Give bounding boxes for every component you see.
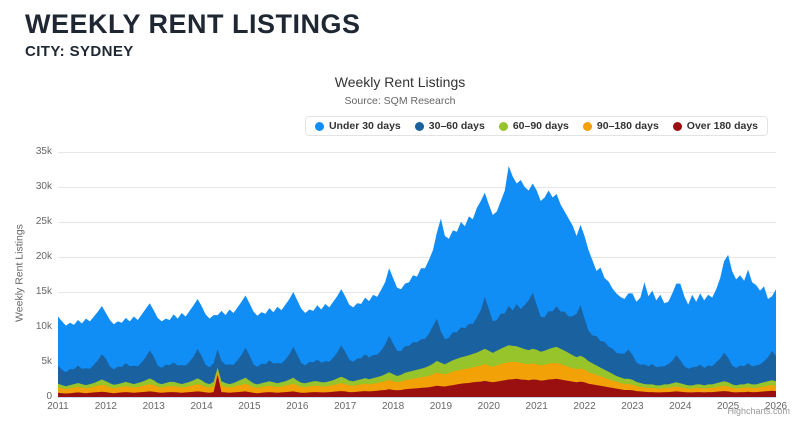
y-axis-label: 25k <box>35 216 52 227</box>
chart-title: Weekly Rent Listings <box>334 74 466 90</box>
legend: Under 30 days 30–60 days 60–90 days 90–180 … <box>304 116 768 136</box>
x-axis-label: 2017 <box>334 401 357 412</box>
x-axis-label: 2018 <box>381 401 405 412</box>
y-axis-label: 20k <box>35 251 52 262</box>
x-axis-label: 2012 <box>94 401 117 412</box>
legend-label: Under 30 days <box>328 120 401 132</box>
x-axis-label: 2020 <box>477 401 500 412</box>
x-axis-label: 2025 <box>717 401 740 412</box>
x-axis-label: 2024 <box>669 401 692 412</box>
x-axis-label: 2016 <box>286 401 309 412</box>
gridline <box>58 257 776 258</box>
y-axis-label: 15k <box>35 286 52 297</box>
x-axis-label: 2019 <box>429 401 453 412</box>
chart-subtitle: Source: SQM Research <box>344 95 456 107</box>
y-axis-label: 30k <box>35 181 52 192</box>
x-axis-label: 2023 <box>621 401 644 412</box>
stacked-area-plot[interactable] <box>58 152 776 397</box>
x-axis-label: 2011 <box>47 401 69 412</box>
legend-item-90-180-days[interactable]: 90–180 days <box>582 120 659 132</box>
x-axis-line <box>58 397 776 398</box>
legend-marker-icon <box>414 121 424 131</box>
x-axis-label: 2013 <box>142 401 165 412</box>
legend-label: 30–60 days <box>428 120 485 132</box>
x-axis-label: 2026 <box>764 401 788 412</box>
highcharts-credit[interactable]: Highcharts.com <box>727 406 790 416</box>
x-axis-label: 2021 <box>525 401 548 412</box>
x-axis-label: 2022 <box>573 401 596 412</box>
legend-item-60-90-days[interactable]: 60–90 days <box>498 120 569 132</box>
page-subtitle: CITY: SYDNEY <box>25 43 134 61</box>
legend-marker-icon <box>672 121 682 131</box>
legend-label: 90–180 days <box>596 120 659 132</box>
legend-label: Over 180 days <box>686 120 758 132</box>
gridline <box>58 222 776 223</box>
x-axis-label: 2014 <box>190 401 213 412</box>
legend-marker-icon <box>314 121 324 131</box>
y-axis-label: 0 <box>46 391 52 402</box>
legend-marker-icon <box>582 121 592 131</box>
gridline <box>58 187 776 188</box>
legend-label: 60–90 days <box>512 120 569 132</box>
y-axis-label: 10k <box>35 321 52 332</box>
page-title: WEEKLY RENT LISTINGS <box>25 9 361 39</box>
legend-item-under-30-days[interactable]: Under 30 days <box>314 120 401 132</box>
y-axis-label: 35k <box>35 146 52 157</box>
series-area-over-180-days[interactable] <box>58 374 776 397</box>
legend-item-over-180-days[interactable]: Over 180 days <box>672 120 758 132</box>
y-axis-label: 5k <box>41 356 52 367</box>
gridline <box>58 152 776 153</box>
x-axis-label: 2015 <box>238 401 261 412</box>
page-header: WEEKLY RENT LISTINGS CITY: SYDNEY <box>25 8 361 60</box>
legend-item-30-60-days[interactable]: 30–60 days <box>414 120 485 132</box>
legend-marker-icon <box>498 121 508 131</box>
